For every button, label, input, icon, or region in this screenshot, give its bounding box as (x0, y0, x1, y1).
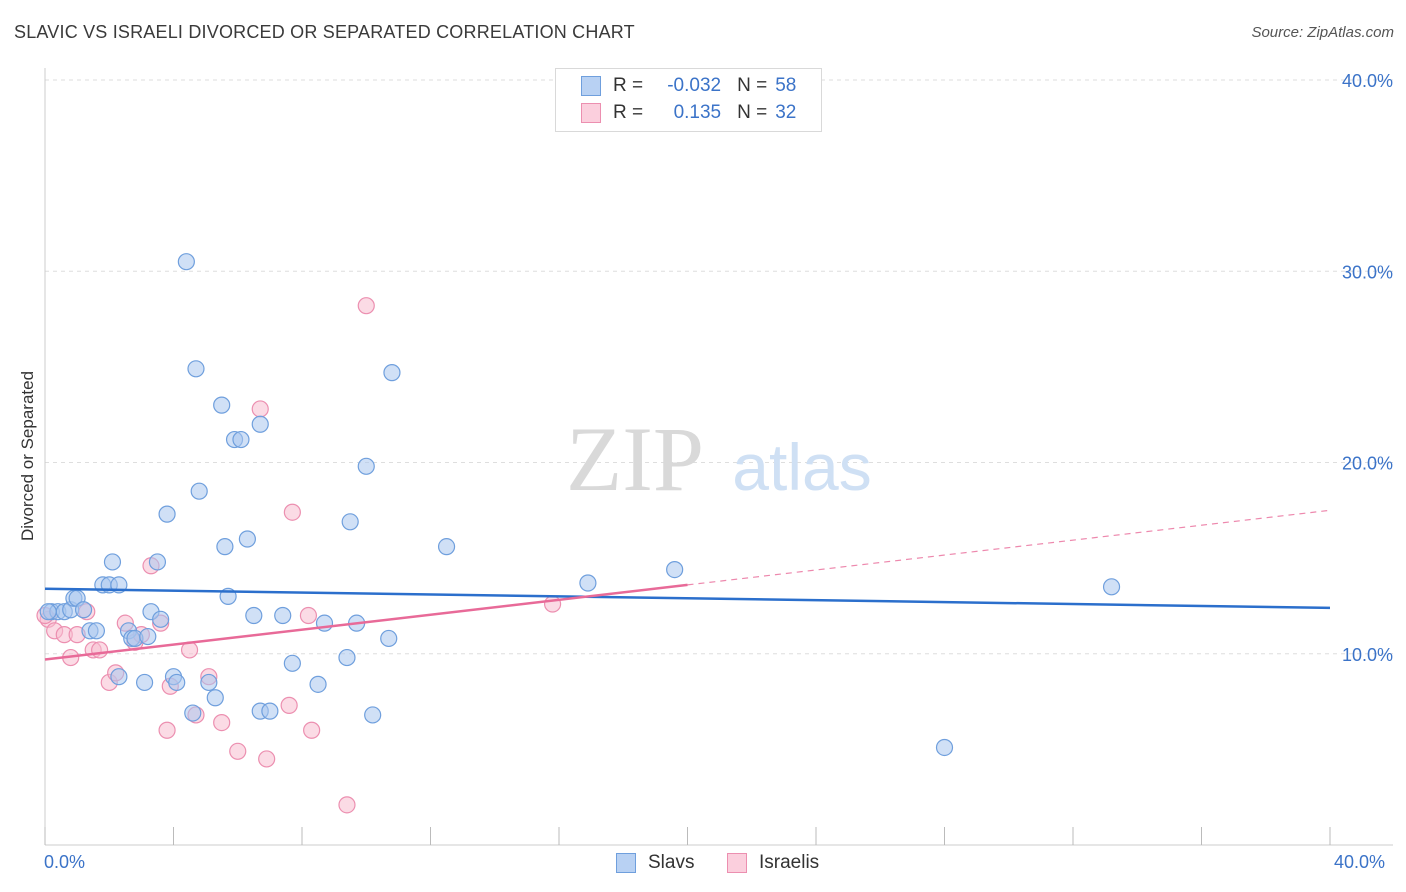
slavs-point (251, 415, 269, 433)
watermark: ZIP atlas (566, 408, 872, 510)
slavs-point (666, 560, 684, 579)
israelis-point (338, 796, 356, 814)
y-tick-label: 10.0% (1342, 645, 1393, 665)
slavs-point (190, 482, 208, 500)
israelis-point (299, 606, 318, 625)
slavs-point (206, 689, 224, 707)
slavs-point (309, 675, 327, 693)
watermark-zip: ZIP (566, 408, 704, 510)
israelis-point (280, 696, 298, 714)
slavs-point (437, 538, 456, 556)
x-tick-label-max: 40.0% (1334, 852, 1386, 872)
slavs-point (1102, 578, 1121, 596)
slavs-point (213, 396, 231, 414)
x-tick-label-min: 0.0% (44, 852, 86, 872)
y-tick-label: 20.0% (1342, 454, 1393, 474)
slavs-r-label: R = (613, 75, 644, 96)
slavs-r-value: -0.032 (667, 75, 722, 96)
slavs-legend-swatch (616, 853, 636, 873)
slavs-n-value: 58 (775, 75, 797, 96)
slavs-point (579, 574, 597, 592)
israelis-point (283, 503, 301, 521)
slavs-point (232, 430, 250, 449)
slavs-point (177, 253, 195, 271)
stats-legend: R = -0.032 N = 58 R = 0.135 N = 32 (555, 68, 822, 132)
chart-title: SLAVIC VS ISRAELI DIVORCED OR SEPARATED … (14, 22, 635, 42)
israelis-legend-label: Israelis (759, 852, 820, 873)
israelis-legend-swatch (727, 853, 747, 873)
israelis-point (229, 742, 247, 760)
slavs-point (187, 360, 205, 378)
slavs-point (39, 603, 57, 621)
israelis-n-value: 32 (775, 102, 797, 123)
trend-lines (44, 509, 1331, 661)
watermark-atlas: atlas (732, 430, 871, 504)
israelis-n-label: N = (737, 102, 768, 123)
slavs-point (110, 668, 128, 686)
slavs-point (158, 505, 176, 523)
slavs-point (184, 704, 202, 722)
slavs-point (364, 706, 382, 724)
slavs-point (935, 738, 954, 757)
gridlines (45, 79, 1393, 655)
israelis-point (303, 721, 321, 739)
legend-row-slavs: R = -0.032 N = 58 (581, 74, 796, 98)
slavs-point (216, 538, 234, 556)
israelis-swatch (581, 103, 601, 123)
slavs-point (152, 610, 170, 628)
bottom-legend-israelis: Israelis (727, 852, 819, 874)
israelis-r-label: R = (613, 102, 644, 123)
israelis-point (543, 595, 562, 613)
y-tick-labels: 10.0% 20.0% 30.0% 40.0% (1342, 71, 1393, 665)
israelis-r-value: 0.135 (673, 102, 722, 123)
slavs-points (39, 253, 1121, 757)
slavs-point (341, 513, 359, 531)
israelis-point (357, 297, 375, 315)
slavs-point (380, 629, 398, 648)
slavs-point (148, 553, 167, 571)
slavs-point (283, 654, 301, 672)
bottom-legend-slavs: Slavs (616, 852, 694, 874)
slavs-point (238, 530, 256, 548)
israelis-trend-line (44, 583, 688, 661)
slavs-point (200, 673, 218, 692)
slavs-point (245, 606, 263, 625)
axes (44, 68, 1393, 846)
israelis-point (258, 750, 276, 768)
israelis-point (251, 400, 269, 418)
slavs-point (74, 601, 93, 619)
israelis-point (213, 713, 231, 732)
slavs-point (103, 553, 122, 571)
israelis-trend-extension (687, 509, 1331, 586)
slavs-point (139, 627, 157, 646)
y-tick-label: 30.0% (1342, 262, 1393, 282)
slavs-point (357, 457, 375, 475)
slavs-point (135, 673, 154, 692)
slavs-point (168, 673, 186, 692)
slavs-trend-line (44, 587, 1331, 610)
slavs-swatch (581, 76, 601, 96)
slavs-point (261, 702, 279, 720)
slavs-point (274, 606, 292, 625)
slavs-point (338, 648, 356, 667)
y-tick-label: 40.0% (1342, 71, 1393, 91)
slavs-n-label: N = (737, 75, 768, 96)
slavs-point (383, 364, 401, 382)
israelis-point (158, 721, 176, 739)
slavs-legend-label: Slavs (648, 852, 695, 873)
israelis-point (91, 641, 109, 659)
source-note: Source: ZipAtlas.com (1251, 24, 1394, 41)
legend-row-israelis: R = 0.135 N = 32 (581, 101, 796, 125)
slavs-point (87, 622, 106, 640)
